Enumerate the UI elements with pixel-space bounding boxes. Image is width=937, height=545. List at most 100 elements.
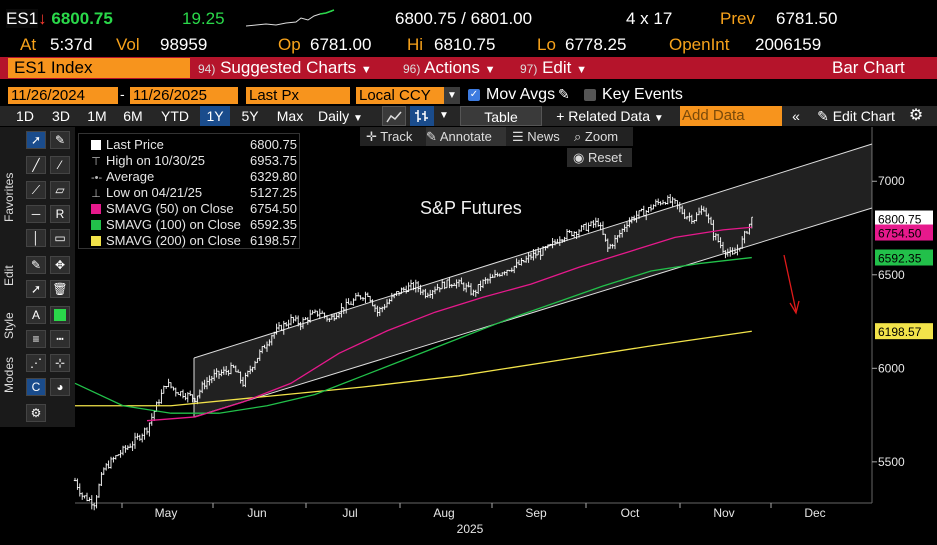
ohlc-bar (141, 433, 144, 443)
legend-value: 6198.57 (250, 233, 297, 248)
suggested-charts-menu[interactable]: 94) Suggested Charts ▼ (198, 58, 372, 78)
reset-button[interactable]: ◉ Reset (567, 148, 632, 167)
currency-select[interactable]: Local CCY (356, 87, 444, 104)
key-events-checkbox[interactable] (584, 89, 596, 101)
actions-menu[interactable]: 96) Actions ▼ (403, 58, 496, 78)
period-max[interactable]: Max (276, 108, 304, 124)
ohlc-bar (210, 375, 213, 384)
channel-icon[interactable]: ▱ (50, 181, 70, 199)
end-date-input[interactable]: 11/26/2025 (130, 87, 238, 104)
chart-type-dropdown[interactable]: ▼ (439, 110, 449, 121)
ohlc-bar (273, 331, 276, 339)
crosshair-mode-icon[interactable]: ⋰ (26, 354, 46, 372)
ohlc-bar (745, 230, 749, 234)
y-tick-label: 5500 (878, 455, 905, 469)
line-weight-icon[interactable]: ≡ (26, 330, 46, 348)
ohlc-bar (688, 212, 691, 222)
add-data-input[interactable]: Add Data (680, 106, 782, 126)
trend-line-icon[interactable]: ╱ (26, 156, 46, 174)
at-label: At (20, 35, 37, 54)
annotate-button[interactable]: ✎ Annotate (426, 127, 506, 146)
edit-menu[interactable]: 97) Edit ▼ (520, 58, 587, 78)
prev-value: 6781.50 (776, 9, 838, 28)
ray-line-icon[interactable]: ⁄ (50, 156, 70, 174)
rectangle-icon[interactable]: ▭ (50, 229, 70, 247)
ohlc-bar (160, 389, 163, 404)
settings-gear-icon[interactable]: ⚙ (908, 107, 924, 124)
ohlc-bar (421, 289, 425, 296)
ohlc-bar (258, 349, 261, 361)
ohlc-bar (376, 305, 379, 317)
brush-icon[interactable]: ✎ (26, 256, 46, 274)
line-style-icon[interactable]: ┅ (50, 330, 70, 348)
frequency-select[interactable]: Daily ▼ (314, 106, 374, 126)
period-3d[interactable]: 3D (52, 108, 70, 124)
ohlc-bar (409, 279, 413, 291)
legend-value: 5127.25 (250, 185, 297, 200)
period-1y[interactable]: 1Y (200, 106, 230, 126)
ohlc-bar (306, 317, 309, 325)
ohlc-bar (601, 221, 605, 236)
ohlc-bar (381, 306, 384, 313)
chart-title: S&P Futures (420, 198, 522, 218)
sma200-line (75, 330, 752, 407)
ohlc-bar (630, 216, 633, 224)
ohlc-bar (616, 235, 619, 243)
text-style-icon[interactable]: A (26, 306, 46, 324)
edit-chart-button[interactable]: ✎ Edit Chart (808, 106, 904, 126)
price-tag-bg (875, 210, 933, 227)
field-select[interactable]: Last Px (246, 87, 350, 104)
period-1d[interactable]: 1D (16, 108, 34, 124)
palette-icon[interactable]: ◕ (50, 378, 70, 396)
compare-mode-icon[interactable]: C (26, 378, 46, 396)
security-field[interactable]: ES1 Index (8, 58, 190, 78)
line-chart-type-button[interactable] (382, 106, 406, 126)
track-button[interactable]: ✛ Track (366, 127, 422, 146)
ohlc-bar (100, 472, 103, 486)
zoom-button[interactable]: ⌕ Zoom (574, 127, 634, 146)
news-icon: ☰ (512, 129, 524, 144)
currency-dropdown-button[interactable]: ▼ (444, 87, 460, 104)
fib-icon[interactable]: R (50, 205, 70, 223)
ohlc-bar (239, 371, 242, 384)
ohlc-bar (743, 230, 746, 244)
select-icon[interactable]: ➚ (26, 280, 46, 298)
news-button[interactable]: ☰ News (512, 127, 568, 146)
table-button[interactable]: Table (460, 106, 542, 126)
ohlc-bar (191, 394, 194, 403)
pencil-icon[interactable]: ✎ (558, 86, 570, 102)
tools-settings-icon[interactable]: ⚙ (26, 404, 46, 422)
ohlc-bar (520, 258, 523, 266)
related-data-button[interactable]: + Related Data ▼ (544, 106, 676, 126)
ohlc-bar (709, 216, 713, 225)
ohlc-bar (558, 236, 561, 246)
period-ytd[interactable]: YTD (161, 108, 189, 124)
color-swatch-icon[interactable] (50, 306, 70, 324)
ohlc-bar (155, 401, 158, 413)
vertical-line-icon[interactable]: │ (26, 229, 46, 247)
ohlc-bar (527, 252, 530, 263)
key-events-label: Key Events (602, 86, 683, 103)
period-6m[interactable]: 6M (123, 108, 143, 124)
magnet-mode-icon[interactable]: ⊹ (50, 354, 70, 372)
ohlc-bar (81, 492, 84, 500)
ohlc-bar (373, 304, 377, 312)
move-icon[interactable]: ✥ (50, 256, 70, 274)
price-chart[interactable]: 5500 6000 6500 7000 May Jun Jul Aug Sep Oct Nov Dec… (0, 127, 937, 545)
ohlc-bar (383, 304, 386, 310)
horizontal-line-icon[interactable]: ─ (26, 205, 46, 223)
ohlc-bar (544, 246, 547, 251)
ohlc-bar (83, 495, 86, 499)
bar-chart-type-button[interactable] (410, 106, 434, 126)
trash-icon[interactable]: 🗑 (50, 280, 70, 298)
ohlc-bar (299, 321, 302, 331)
period-5y[interactable]: 5Y (241, 108, 259, 124)
start-date-input[interactable]: 11/26/2024 (8, 87, 118, 104)
mov-avgs-checkbox[interactable]: ✓ (468, 89, 480, 101)
pointer-tool-icon[interactable]: ➚ (26, 131, 46, 149)
collapse-icon[interactable]: « (792, 108, 800, 124)
lo-value: 6778.25 (565, 35, 627, 54)
annotate-tool-icon[interactable]: ✎ (50, 131, 70, 149)
period-1m[interactable]: 1M (87, 108, 107, 124)
segment-icon[interactable]: ⟋ (26, 181, 46, 199)
